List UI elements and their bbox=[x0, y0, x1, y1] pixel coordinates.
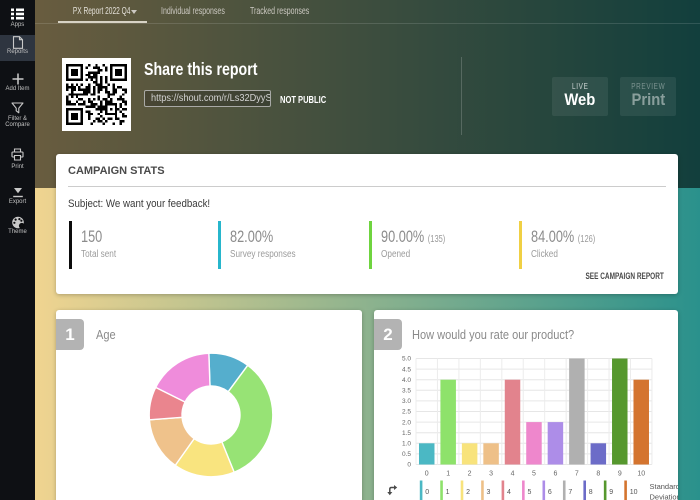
svg-text:7: 7 bbox=[575, 471, 579, 478]
svg-text:5: 5 bbox=[527, 489, 531, 496]
svg-text:Deviation: Deviation bbox=[650, 493, 679, 500]
svg-text:4: 4 bbox=[507, 489, 511, 496]
svg-text:1: 1 bbox=[446, 471, 450, 478]
svg-text:1: 1 bbox=[446, 489, 450, 496]
svg-text:5.0: 5.0 bbox=[402, 356, 411, 363]
svg-text:3: 3 bbox=[489, 471, 493, 478]
svg-text:9: 9 bbox=[618, 471, 622, 478]
svg-text:2.0: 2.0 bbox=[402, 419, 411, 426]
svg-text:4.5: 4.5 bbox=[402, 366, 411, 373]
svg-text:3: 3 bbox=[487, 489, 491, 496]
svg-text:2.5: 2.5 bbox=[402, 409, 411, 416]
svg-text:7: 7 bbox=[568, 489, 572, 496]
svg-text:5: 5 bbox=[532, 471, 536, 478]
svg-text:10: 10 bbox=[637, 471, 645, 478]
svg-text:0: 0 bbox=[425, 489, 429, 496]
svg-text:0: 0 bbox=[425, 471, 429, 478]
svg-text:4.0: 4.0 bbox=[402, 377, 411, 384]
svg-text:9: 9 bbox=[609, 489, 613, 496]
svg-text:4: 4 bbox=[511, 471, 515, 478]
svg-text:3.0: 3.0 bbox=[402, 398, 411, 405]
svg-text:Standard: Standard bbox=[650, 482, 679, 491]
svg-text:2: 2 bbox=[466, 489, 470, 496]
svg-text:1.0: 1.0 bbox=[402, 441, 411, 448]
svg-text:10: 10 bbox=[630, 489, 638, 496]
svg-text:0: 0 bbox=[407, 462, 411, 469]
svg-text:0.5: 0.5 bbox=[402, 451, 411, 458]
svg-text:8: 8 bbox=[589, 489, 593, 496]
svg-text:8: 8 bbox=[596, 471, 600, 478]
svg-text:6: 6 bbox=[553, 471, 557, 478]
svg-text:2: 2 bbox=[468, 471, 472, 478]
svg-text:3.5: 3.5 bbox=[402, 388, 411, 395]
svg-text:6: 6 bbox=[548, 489, 552, 496]
svg-text:1.5: 1.5 bbox=[402, 430, 411, 437]
